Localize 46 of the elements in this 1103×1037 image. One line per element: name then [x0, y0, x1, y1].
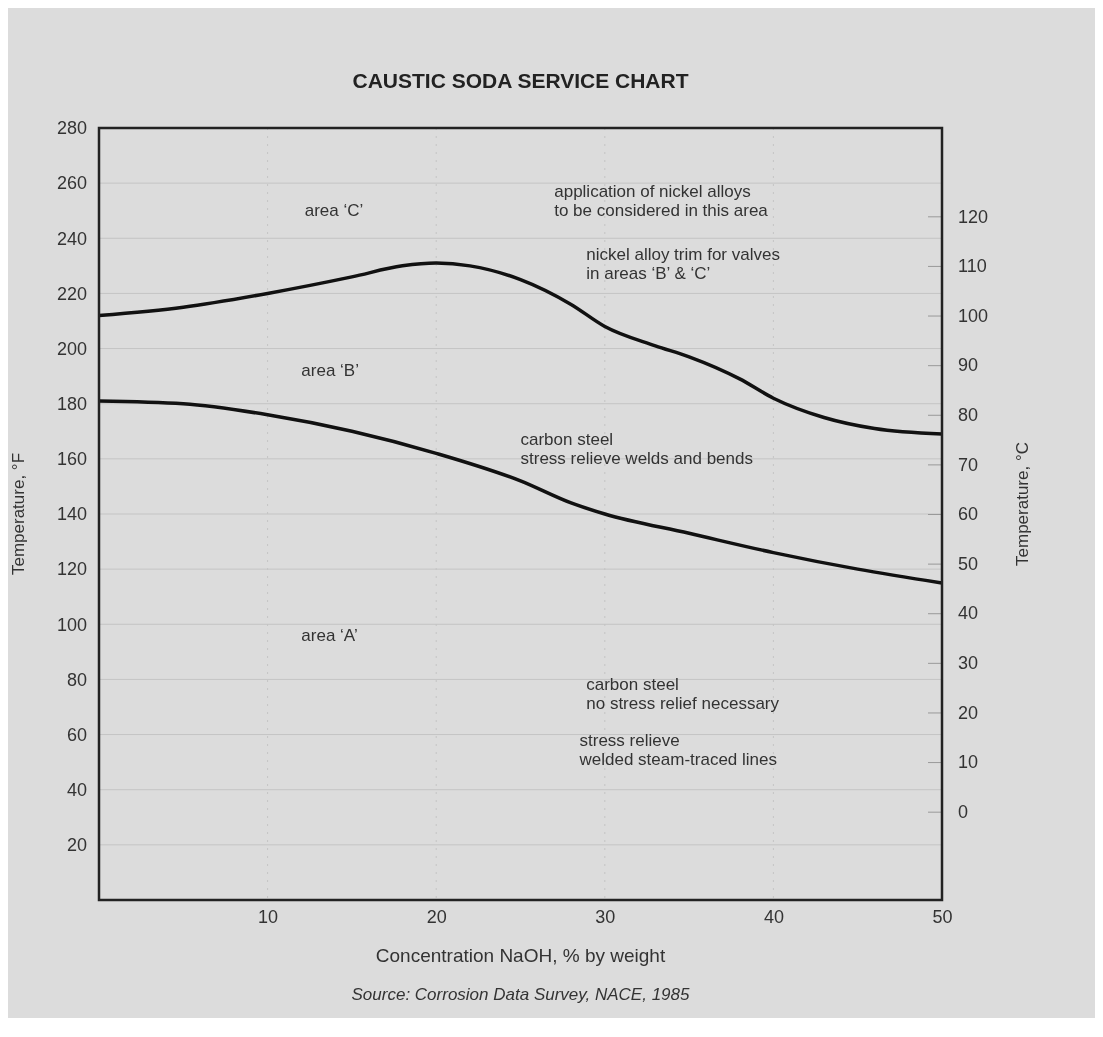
x-tick-label: 50	[932, 906, 953, 927]
y2-tick-label: 60	[958, 504, 979, 525]
annotation: area ‘B’	[301, 361, 359, 381]
y2-tick-label: 50	[958, 553, 979, 574]
y-tick-label: 20	[66, 835, 87, 856]
y-tick-label: 200	[56, 338, 87, 359]
y-tick-label: 60	[66, 724, 87, 745]
y2-tick-label: 80	[958, 405, 979, 426]
y-tick-label: 160	[56, 449, 87, 470]
annotation: stress relieve welded steam-traced lines	[578, 730, 777, 769]
y-tick-label: 80	[66, 669, 87, 690]
x-axis-title: Concentration NaOH, % by weight	[375, 945, 666, 966]
x-tick-label: 30	[595, 906, 616, 927]
y-tick-label: 260	[56, 173, 87, 194]
y2-tick-label: 20	[958, 702, 979, 723]
y-tick-label: 100	[56, 614, 87, 635]
y-tick-label: 280	[56, 118, 87, 139]
y2-tick-label: 10	[958, 752, 979, 773]
y2-tick-label: 120	[958, 206, 989, 227]
chart-title: CAUSTIC SODA SERVICE CHART	[352, 69, 689, 92]
y-tick-label: 120	[56, 559, 87, 580]
y2-tick-label: 110	[958, 256, 987, 277]
y-tick-label: 140	[56, 504, 87, 525]
annotation: area ‘C’	[304, 201, 364, 221]
y2-tick-label: 0	[958, 801, 969, 822]
annotation: carbon steel stress relieve welds and bends	[520, 430, 753, 469]
annotation: application of nickel alloys to be considered in this area	[554, 181, 769, 220]
annotation: carbon steel no stress relief necessary	[586, 675, 780, 714]
y-tick-label: 220	[56, 283, 87, 304]
y-tick-label: 180	[56, 393, 87, 414]
annotation: area ‘A’	[301, 625, 358, 645]
x-tick-label: 40	[763, 906, 784, 927]
source-note: Source: Corrosion Data Survey, NACE, 1985	[351, 985, 691, 1004]
y2-tick-label: 30	[958, 653, 979, 674]
y2-tick-label: 90	[958, 355, 979, 376]
x-tick-label: 10	[258, 906, 279, 927]
line-series	[97, 399, 944, 585]
y-tick-label: 40	[66, 779, 87, 800]
y2-tick-label: 100	[958, 305, 989, 326]
y-axis-title: Temperature, °F	[9, 452, 28, 576]
annotation: nickel alloy trim for valves in areas ‘B’ & ‘C’	[586, 245, 780, 284]
y2-tick-label: 70	[958, 454, 979, 475]
y-tick-label: 240	[56, 228, 87, 249]
x-tick-label: 20	[426, 906, 447, 927]
y2-axis-title: Temperature, °C	[1013, 442, 1032, 566]
y2-tick-label: 40	[958, 603, 979, 624]
